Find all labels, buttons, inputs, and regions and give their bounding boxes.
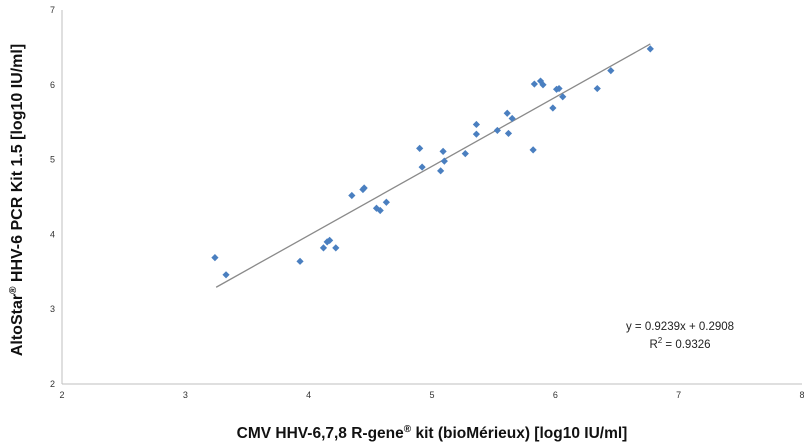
data-point	[530, 80, 538, 88]
x-tick-label: 4	[306, 390, 311, 400]
data-point	[555, 84, 563, 93]
x-tick-label: 3	[183, 390, 188, 400]
data-point	[504, 129, 513, 138]
data-point	[439, 147, 447, 155]
y-tick-label: 3	[50, 304, 55, 314]
trendline-group	[215, 43, 651, 288]
data-point	[539, 81, 547, 89]
y-tick-label: 7	[50, 5, 55, 15]
data-point	[437, 167, 445, 175]
data-point	[646, 45, 654, 53]
data-point	[593, 84, 601, 93]
x-axis-label: CMV HHV-6,7,8 R-gene® kit (bioMérieux) […	[237, 424, 628, 442]
data-point	[440, 157, 448, 165]
data-point	[323, 238, 331, 246]
data-point	[472, 120, 480, 129]
y-tick-label: 2	[50, 379, 55, 389]
data-point	[536, 77, 545, 85]
data-point	[382, 198, 390, 206]
data-point	[529, 146, 537, 154]
data-point	[508, 114, 516, 123]
x-tick-label: 2	[59, 390, 64, 400]
x-tick-label: 6	[553, 390, 558, 400]
data-point	[461, 150, 469, 158]
data-point	[326, 236, 334, 244]
data-point	[332, 244, 340, 252]
y-tick-label: 4	[50, 229, 55, 239]
data-point	[296, 257, 304, 265]
x-tick-label: 8	[799, 390, 804, 400]
data-point	[559, 93, 567, 101]
y-tick-labels: 2 3 4 5 6 7	[50, 5, 55, 389]
data-point	[376, 206, 384, 215]
trendline	[215, 43, 651, 288]
data-point	[211, 253, 219, 262]
data-point	[418, 163, 426, 171]
data-point	[607, 66, 615, 75]
data-point	[549, 104, 557, 112]
y-tick-label: 6	[50, 80, 55, 90]
x-tick-label: 5	[429, 390, 434, 400]
data-point	[416, 144, 424, 152]
x-tick-labels: 2 3 4 5 6 7 8	[59, 390, 804, 400]
y-axis-label: AltoStar® HHV-6 PCR Kit 1.5 [log10 IU/ml…	[8, 44, 26, 356]
data-point	[319, 244, 328, 252]
r-squared-label: R2 = 0.9326	[649, 336, 710, 351]
data-points	[211, 45, 654, 279]
data-point	[472, 130, 480, 138]
data-point	[493, 126, 501, 135]
axes	[61, 10, 802, 385]
data-point	[360, 184, 368, 192]
data-point	[222, 271, 230, 279]
data-point	[348, 191, 356, 200]
x-tick-label: 7	[676, 390, 681, 400]
equation-label: y = 0.9239x + 0.2908	[626, 321, 734, 333]
y-tick-label: 5	[50, 155, 55, 165]
data-point	[503, 109, 511, 117]
